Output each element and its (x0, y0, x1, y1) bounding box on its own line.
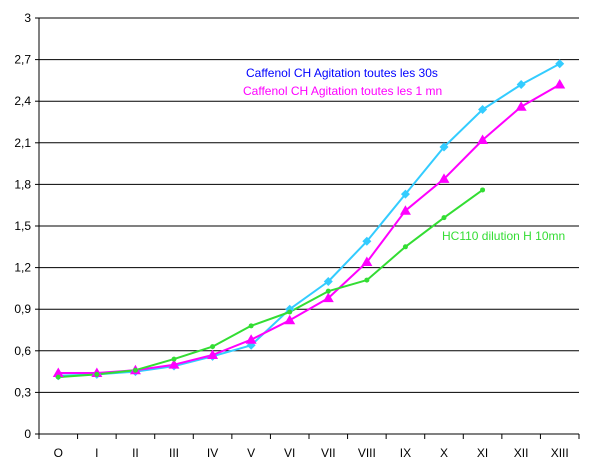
data-point-1 (438, 173, 450, 183)
data-point-1 (284, 314, 296, 325)
x-tick-label: X (440, 446, 448, 460)
y-tick-label: 2,4 (14, 94, 31, 108)
y-tick-label: 2,7 (14, 53, 31, 67)
y-tick-label: 0,6 (14, 344, 31, 358)
data-point-2 (55, 374, 61, 380)
y-tick-label: 0,3 (14, 385, 31, 399)
y-tick-label: 0,9 (14, 302, 31, 316)
data-point-1 (554, 79, 566, 89)
data-point-2 (441, 215, 447, 221)
y-tick-label: 1,5 (14, 219, 31, 233)
series-group (52, 59, 566, 381)
data-point-0 (478, 105, 488, 115)
x-tick-label: O (54, 446, 63, 460)
data-point-1 (322, 292, 334, 303)
data-point-0 (555, 59, 565, 69)
data-point-1 (361, 256, 373, 267)
data-point-2 (210, 344, 216, 350)
data-point-2 (171, 356, 177, 362)
x-tick-label: VIII (358, 446, 376, 460)
data-point-1 (399, 205, 411, 215)
data-point-0 (400, 189, 410, 199)
x-tick-label: V (247, 446, 255, 460)
data-point-2 (94, 371, 100, 377)
data-point-0 (323, 276, 333, 286)
y-tick-label: 2,1 (14, 136, 31, 150)
data-point-2 (132, 367, 138, 373)
series-label-caffenol-30s: Caffenol CH Agitation toutes les 30s (246, 66, 438, 80)
x-tick-label: VII (321, 446, 336, 460)
x-tick-label: II (132, 446, 139, 460)
y-tick-label: 3 (24, 11, 31, 25)
data-point-2 (248, 323, 254, 329)
grid-lines (39, 17, 579, 393)
data-point-2 (402, 244, 408, 250)
x-tick-label: VI (284, 446, 295, 460)
data-point-2 (480, 187, 486, 193)
series-labels: Caffenol CH Agitation toutes les 30s Caf… (243, 66, 565, 243)
series-label-hc110: HC110 dilution H 10mn (442, 229, 565, 243)
y-tick-label: 0 (24, 427, 31, 441)
series-label-caffenol-1mn: Caffenol CH Agitation toutes les 1 mn (243, 84, 442, 98)
series-line-2 (58, 189, 484, 379)
data-point-1 (52, 367, 64, 377)
data-point-2 (364, 277, 370, 283)
y-tick-label: 1,8 (14, 177, 31, 191)
y-tick-label: 1,2 (14, 261, 31, 275)
x-tick-label: IV (207, 446, 218, 460)
x-tick-label: XI (477, 446, 488, 460)
data-point-1 (477, 134, 489, 145)
x-tick-label: IX (400, 446, 411, 460)
x-tick-label: III (169, 446, 179, 460)
x-tick-label: XIII (551, 446, 569, 460)
y-tick-labels: 0 0,3 0,6 0,9 1,2 1,5 1,8 2,1 2,4 2,7 3 (14, 11, 39, 441)
data-point-1 (168, 359, 180, 369)
data-point-0 (516, 80, 526, 90)
data-point-1 (245, 334, 257, 344)
series-line-0 (58, 62, 561, 377)
data-point-2 (325, 288, 331, 294)
x-tick-labels: O I II III IV V VI VII VIII IX X XI XII XIII (38, 434, 580, 460)
x-tick-label: I (95, 446, 98, 460)
data-point-0 (362, 236, 372, 246)
x-tick-label: XII (514, 446, 529, 460)
data-point-1 (515, 101, 527, 111)
data-point-1 (207, 349, 219, 359)
data-point-2 (287, 309, 293, 315)
data-point-0 (439, 142, 449, 152)
